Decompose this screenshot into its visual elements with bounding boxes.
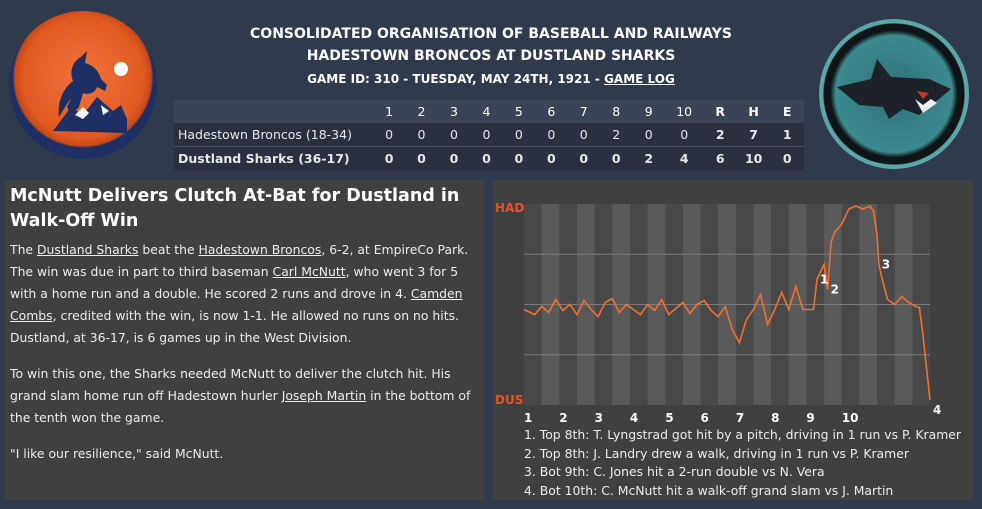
inning-header: 7 <box>567 100 600 123</box>
game-info: GAME ID: 310 - TUESDAY, MAY 24TH, 1921 -… <box>180 72 802 86</box>
home-team-name[interactable]: Dustland Sharks (36-17) <box>178 151 350 166</box>
organisation-title: CONSOLIDATED ORGANISATION OF BASEBALL AN… <box>250 26 732 42</box>
story-text: To win this one, the Sharks needed McNut… <box>10 366 451 403</box>
story-text: beat the <box>138 242 199 257</box>
inning-score: 0 <box>449 151 459 166</box>
inning-header: 5 <box>502 100 536 123</box>
inning-tick-label: 2 <box>559 411 567 425</box>
inning-score: 0 <box>482 151 491 166</box>
inning-tick-label: 9 <box>806 411 814 425</box>
inning-header: 8 <box>600 100 633 123</box>
hits-header: H <box>736 100 771 123</box>
win-probability-panel: HAD DUS 1 2 3 4 5 6 7 8 9 10 1 2 3 4 1. Top 8th: T. Lyn… <box>493 180 973 500</box>
inning-score: 0 <box>437 123 471 147</box>
win-probability-line <box>523 205 931 401</box>
inning-score: 0 <box>384 151 394 166</box>
y-axis-bottom-label: DUS <box>495 393 523 407</box>
line-score-header: 1 2 3 4 5 6 7 8 9 10 R H E <box>174 100 804 123</box>
inning-tick-label: 8 <box>771 411 779 425</box>
inning-score: 0 <box>611 151 621 166</box>
inning-tick-label: 6 <box>701 411 709 425</box>
line-score-table: 1 2 3 4 5 6 7 8 9 10 R H E Hadestown Bro… <box>174 100 804 170</box>
shark-icon <box>837 59 951 119</box>
inning-score: 0 <box>632 123 665 147</box>
home-team-row: Dustland Sharks (36-17) 0 0 0 0 0 0 0 0 … <box>174 146 804 170</box>
inning-header: 3 <box>437 100 471 123</box>
inning-tick-label: 7 <box>736 411 744 425</box>
scoring-play-note: 3. Bot 9th: C. Jones hit a 2-run double … <box>524 464 825 479</box>
runs-header: R <box>703 100 737 123</box>
dustland-sharks-logo <box>819 19 969 169</box>
story-paragraph-3: "I like our resilience," said McNutt. <box>10 446 224 461</box>
inning-score: 4 <box>679 151 689 166</box>
scoring-play-note: 1. Top 8th: T. Lyngstrad got hit by a pi… <box>524 427 961 442</box>
away-team-row: Hadestown Broncos (18-34) 0 0 0 0 0 0 0 … <box>174 123 804 147</box>
errors-total: 1 <box>770 123 804 147</box>
matchup-title: HADESTOWN BRONCOS AT DUSTLAND SHARKS <box>306 48 676 64</box>
dustland-sharks-link[interactable]: Dustland Sharks <box>36 242 139 257</box>
scoring-play-marker: 4 <box>933 403 941 417</box>
scoring-play-note: 4. Bot 10th: C. McNutt hit a walk-off gr… <box>524 482 894 498</box>
game-log-link[interactable]: GAME LOG <box>604 72 675 86</box>
scoring-play-marker: 2 <box>831 282 839 296</box>
story-text: , credited with the win, is now 1-1. He … <box>10 308 459 345</box>
team-column-header <box>174 100 373 123</box>
scoring-play-note: 2. Top 8th: J. Landry drew a walk, drivi… <box>524 445 909 461</box>
inning-score: 0 <box>405 123 438 147</box>
hadestown-broncos-link[interactable]: Hadestown Broncos <box>198 242 322 257</box>
inning-tick-label: 4 <box>630 411 638 425</box>
game-id-date: GAME ID: 310 - TUESDAY, MAY 24TH, 1921 - <box>307 72 605 86</box>
scoring-plays-list: 1. Top 8th: T. Lyngstrad got hit by a pi… <box>524 426 961 500</box>
inning-score: 0 <box>502 123 536 147</box>
inning-score: 0 <box>514 151 524 166</box>
story-paragraph-2: To win this one, the Sharks needed McNut… <box>10 363 479 429</box>
away-team-name[interactable]: Hadestown Broncos (18-34) <box>174 123 373 147</box>
inning-score: 0 <box>470 123 503 147</box>
hits-total: 10 <box>744 151 763 166</box>
story-paragraph-1: The Dustland Sharks beat the Hadestown B… <box>10 239 479 349</box>
errors-total: 0 <box>782 151 792 166</box>
bronco-horse-icon <box>53 51 128 133</box>
inning-score: 2 <box>644 151 654 166</box>
inning-score: 0 <box>579 151 589 166</box>
story-text: , 6-2, at EmpireCo Park. The win was due… <box>10 242 469 279</box>
inning-header: 10 <box>664 100 704 123</box>
inning-score: 0 <box>567 123 600 147</box>
inning-header: 9 <box>632 100 665 123</box>
story-text: The <box>10 242 37 257</box>
carl-mcnutt-link[interactable]: Carl McNutt <box>272 264 346 279</box>
inning-score: 0 <box>535 123 568 147</box>
inning-header: 2 <box>405 100 438 123</box>
camden-combs-link[interactable]: Camden Combs <box>10 286 463 323</box>
scoring-play-marker: 1 <box>820 272 828 286</box>
scoring-play-marker: 3 <box>882 257 890 271</box>
inning-score: 0 <box>372 123 406 147</box>
inning-header: 4 <box>470 100 503 123</box>
story-text: , who went 3 for 5 with a home run and a… <box>10 264 459 301</box>
inning-score: 2 <box>600 123 633 147</box>
inning-tick-label: 5 <box>665 411 673 425</box>
inning-score: 0 <box>417 151 426 166</box>
hadestown-broncos-logo <box>9 11 157 159</box>
game-story-panel: McNutt Delivers Clutch At-Bat for Dustla… <box>5 180 484 500</box>
inning-score: 0 <box>546 151 556 166</box>
y-axis-top-label: HAD <box>495 201 524 215</box>
inning-header: 6 <box>535 100 568 123</box>
runs-total: 2 <box>703 123 737 147</box>
story-headline: McNutt Delivers Clutch At-Bat for Dustla… <box>10 186 460 231</box>
inning-tick-label: 1 <box>524 411 532 425</box>
hits-total: 7 <box>736 123 771 147</box>
inning-score: 0 <box>664 123 704 147</box>
runs-total: 6 <box>715 151 725 166</box>
inning-header: 1 <box>372 100 406 123</box>
story-text: in the bottom of the tenth won the game. <box>10 388 471 425</box>
inning-tick-label: 10 <box>842 411 859 425</box>
inning-tick-label: 3 <box>595 411 603 425</box>
joseph-martin-link[interactable]: Joseph Martin <box>281 388 367 403</box>
errors-header: E <box>770 100 804 123</box>
